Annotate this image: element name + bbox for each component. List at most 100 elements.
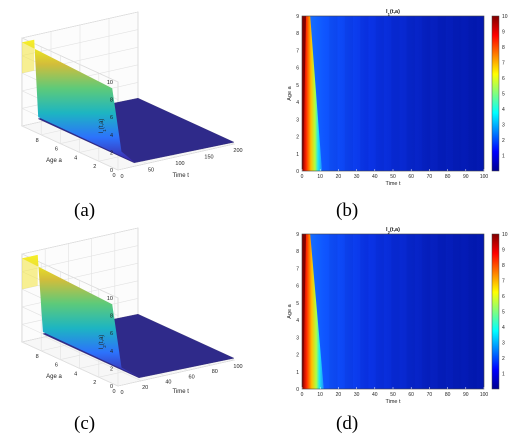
y-axis-label: Age a: [46, 374, 62, 380]
x-tick-label: 30: [354, 174, 360, 180]
heatmap-band: [329, 16, 338, 171]
heatmap-band: [360, 234, 369, 389]
heatmap-band: [391, 16, 400, 171]
heatmap-band: [468, 16, 477, 171]
y-tick-label: 5: [296, 83, 299, 89]
z-axis-label: I2(t,a): [99, 335, 107, 350]
x-tick-label: 100: [233, 364, 242, 370]
colorbar-tick-label: 8: [502, 263, 505, 269]
colorbar-tick-label: 5: [502, 92, 505, 98]
x-tick-label: 80: [212, 369, 218, 375]
y-tick-label: 8: [36, 138, 39, 144]
heatmap-panel-b: 0 10 20 30 40 50 60 70 80 90 100 0 1 2 3 4 5 6 7 8 9 Time t Ag…: [287, 9, 508, 187]
colorbar-tick-label: 3: [502, 123, 505, 129]
y-tick-label: 7: [296, 266, 299, 272]
y-axis-label: Age a: [287, 85, 293, 100]
colorbar-tick-label: 7: [502, 61, 505, 67]
y-tick-label: 0: [112, 173, 115, 179]
x-tick-label: 50: [148, 168, 154, 174]
x-axis-label: Time t: [385, 399, 401, 405]
y-tick-label: 7: [296, 48, 299, 54]
x-tick-label: 20: [336, 174, 342, 180]
y-tick-label: 4: [296, 318, 299, 324]
y-tick-label: 2: [93, 380, 96, 386]
x-tick-label: 90: [463, 174, 469, 180]
heatmap-band: [329, 234, 338, 389]
y-axis-label: Age a: [46, 158, 62, 164]
y-axis-label: Age a: [287, 303, 293, 318]
x-tick-label: 0: [301, 392, 304, 398]
y-tick-label: 2: [93, 164, 96, 170]
x-tick-label: 20: [336, 392, 342, 398]
x-axis-label: Time t: [385, 181, 401, 187]
heatmap-band: [437, 16, 446, 171]
x-tick-label: 100: [480, 174, 489, 180]
x-tick-label: 60: [189, 374, 195, 380]
y-tick-label: 8: [296, 249, 299, 255]
x-tick-label: 200: [233, 148, 242, 154]
z-tick-label: 6: [110, 331, 113, 337]
z-tick-label: 8: [110, 98, 113, 104]
caption-c: (c): [74, 413, 96, 434]
x-tick-label: 50: [390, 392, 396, 398]
y-tick-label: 0: [296, 169, 299, 175]
x-tick-label: 0: [120, 390, 123, 396]
x-tick-label: 30: [354, 392, 360, 398]
colorbar-tick-label: 6: [502, 294, 505, 300]
z-tick-label: 8: [110, 314, 113, 320]
x-axis-label: Time t: [172, 389, 189, 395]
x-tick-label: 40: [165, 380, 171, 386]
x-tick-label: 100: [175, 161, 184, 167]
heatmap-band: [375, 234, 384, 389]
z-tick-label: 10: [107, 80, 113, 86]
colorbar-tick-label: 5: [502, 310, 505, 316]
heatmap-background: [302, 234, 484, 389]
colorbar-tick-label: 9: [502, 30, 505, 36]
x-tick-label: 10: [317, 174, 323, 180]
y-tick-label: 6: [296, 66, 299, 72]
y-tick-label: 4: [74, 371, 77, 377]
x-tick-label: 10: [317, 392, 323, 398]
y-tick-label: 6: [55, 147, 58, 153]
x-tick-label: 60: [408, 174, 414, 180]
colorbar-tick-label: 10: [502, 232, 508, 238]
heatmap-band: [468, 234, 477, 389]
heatmap-band: [406, 234, 415, 389]
y-tick-label: 5: [296, 301, 299, 307]
heatmap-front: [302, 16, 322, 171]
colorbar-tick-label: 1: [502, 372, 505, 378]
colorbar-tick-label: 3: [502, 341, 505, 347]
heatmap-band: [437, 234, 446, 389]
z-tick-label: 6: [110, 115, 113, 121]
colorbar-tick-label: 2: [502, 138, 505, 144]
x-tick-label: 80: [445, 392, 451, 398]
chart-title: I2(t,a): [386, 227, 400, 235]
y-tick-label: 9: [296, 232, 299, 238]
heatmap-band: [360, 16, 369, 171]
colorbar-tick-label: 10: [502, 14, 508, 20]
heatmap-band: [391, 234, 400, 389]
y-tick-label: 6: [296, 284, 299, 290]
z-tick-label: 2: [110, 150, 113, 156]
surface-crest: [22, 39, 35, 74]
chart-title: I1(t,a): [386, 9, 400, 17]
y-tick-label: 8: [36, 354, 39, 360]
x-tick-label: 40: [372, 392, 378, 398]
x-tick-label: 100: [480, 392, 489, 398]
x-tick-label: 80: [445, 174, 451, 180]
x-tick-label: 0: [301, 174, 304, 180]
z-axis-label: I1(t,a): [99, 119, 107, 134]
y-tick-label: 0: [296, 387, 299, 393]
y-tick-label: 4: [296, 100, 299, 106]
heatmap-band: [453, 16, 462, 171]
caption-a: (a): [74, 200, 96, 221]
heatmap-front: [302, 234, 324, 389]
surface-crest: [22, 254, 38, 290]
colorbar-tick-label: 9: [502, 248, 505, 254]
y-tick-label: 2: [296, 135, 299, 141]
surface-wall: [22, 39, 135, 163]
z-tick-label: 0: [110, 384, 113, 390]
colorbar-tick-label: 4: [502, 325, 505, 331]
